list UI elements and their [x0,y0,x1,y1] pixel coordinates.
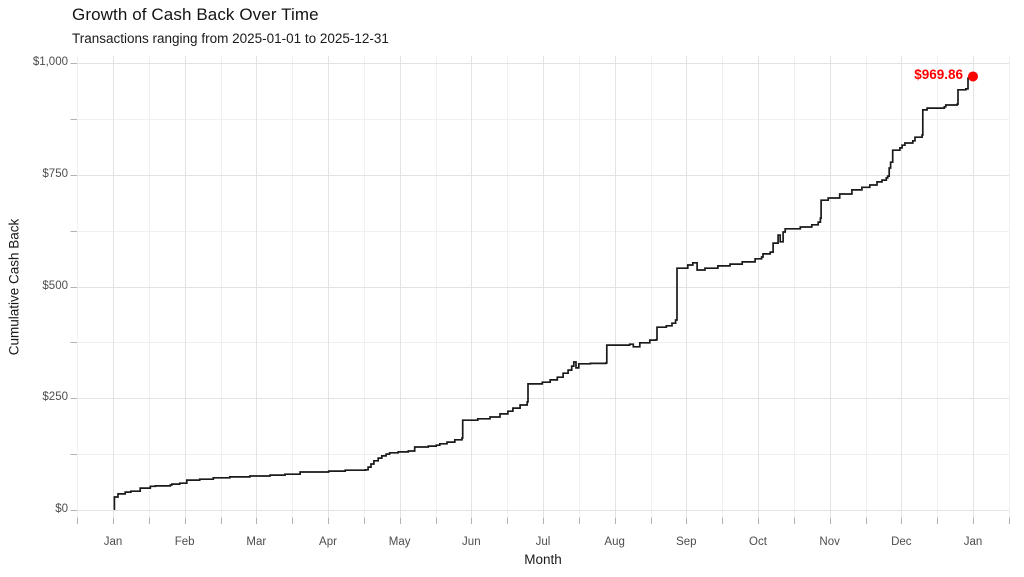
x-tick-label: Mar [246,536,267,548]
x-tick-label: Jan [963,536,983,548]
cumulative-line [113,76,974,510]
x-tick-label: Oct [749,536,767,548]
axis-tick-marks [70,63,1010,524]
x-tick-label: Dec [891,536,912,548]
grid-major [77,56,1009,517]
x-tick-label: Jun [462,536,481,548]
endpoint-value-label: $969.86 [914,67,963,83]
y-tick-label: $0 [55,503,68,515]
y-tick-label: $250 [42,391,68,404]
x-axis-title: Month [524,552,562,567]
x-tick-label: Sep [676,536,697,548]
x-tick-label: Aug [604,536,625,548]
chart-subtitle: Transactions ranging from 2025-01-01 to … [72,31,389,46]
x-tick-label: Apr [319,536,337,548]
y-tick-label: $1,000 [32,56,68,68]
y-tick-label: $500 [42,279,68,292]
chart-title: Growth of Cash Back Over Time [72,5,319,24]
x-tick-label: Jan [103,536,123,548]
x-tick-label: May [388,536,411,548]
x-tick-label: Nov [819,536,840,548]
endpoint-dot [968,71,978,82]
y-tick-label: $750 [42,167,68,180]
x-tick-label: Feb [174,536,195,548]
x-tick-label: Jul [535,536,551,548]
